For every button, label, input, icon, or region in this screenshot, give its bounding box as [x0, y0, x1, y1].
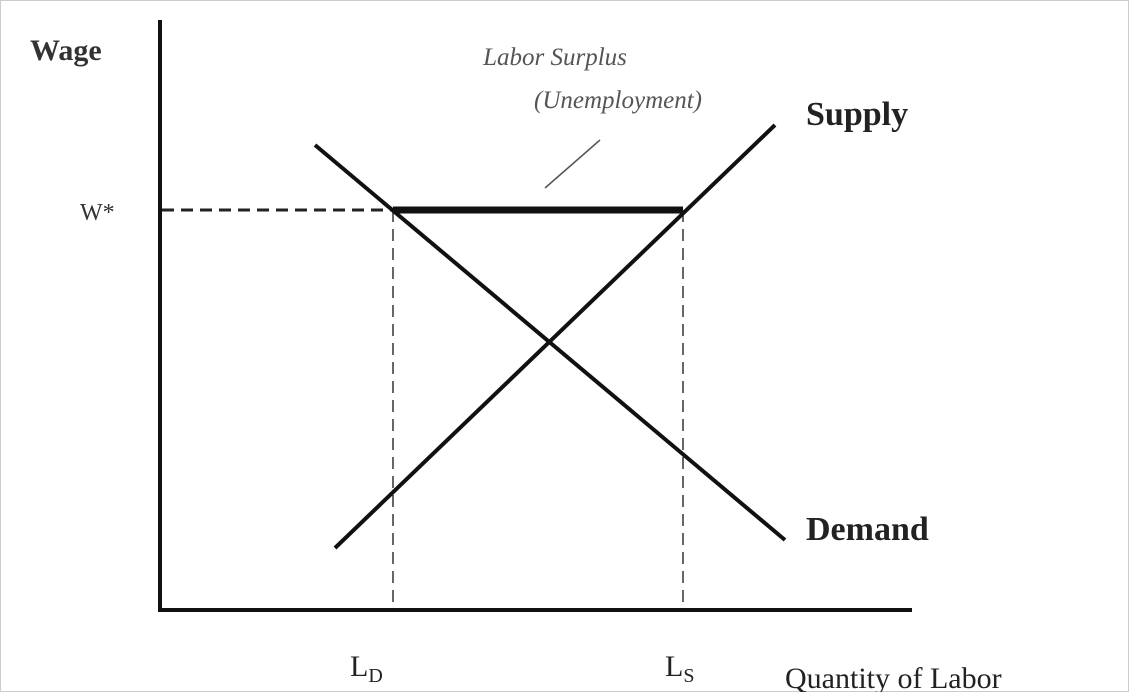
- supply-curve: [333, 123, 777, 550]
- ls-sub: S: [683, 665, 694, 687]
- annotation-line2: (Unemployment): [534, 87, 702, 114]
- wage-label: W*: [80, 200, 115, 226]
- ld-label: LD: [350, 650, 383, 687]
- ld-main: L: [350, 650, 368, 683]
- demand-label: Demand: [806, 511, 929, 548]
- ls-main: L: [665, 650, 683, 683]
- ls-label: LS: [665, 650, 694, 687]
- y-label: Wage: [30, 34, 102, 67]
- ld-sub: D: [368, 665, 382, 687]
- x-label: Quantity of Labor: [785, 662, 1002, 692]
- annotation-line1: Labor Surplus: [482, 44, 627, 71]
- annotation-pointer: [544, 139, 601, 189]
- supply-label: Supply: [806, 96, 908, 133]
